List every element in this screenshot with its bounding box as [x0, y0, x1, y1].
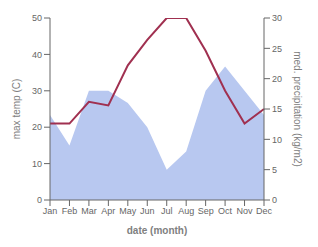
svg-text:Feb: Feb [62, 206, 78, 216]
svg-text:Oct: Oct [218, 206, 233, 216]
svg-text:Sep: Sep [198, 206, 214, 216]
svg-text:date (month): date (month) [127, 225, 188, 236]
svg-text:Jan: Jan [43, 206, 58, 216]
svg-text:Mar: Mar [81, 206, 97, 216]
svg-text:20: 20 [32, 122, 42, 132]
svg-text:30: 30 [272, 13, 282, 23]
svg-text:May: May [119, 206, 137, 216]
svg-text:15: 15 [272, 104, 282, 114]
svg-text:40: 40 [32, 50, 42, 60]
svg-text:Dec: Dec [256, 206, 273, 216]
svg-text:Aug: Aug [178, 206, 194, 216]
svg-text:10: 10 [272, 135, 282, 145]
svg-text:Apr: Apr [101, 206, 115, 216]
svg-text:5: 5 [272, 165, 277, 175]
svg-text:Jul: Jul [161, 206, 173, 216]
svg-text:Nov: Nov [237, 206, 254, 216]
svg-text:20: 20 [272, 74, 282, 84]
svg-text:0: 0 [37, 195, 42, 205]
svg-text:10: 10 [32, 159, 42, 169]
svg-text:50: 50 [32, 13, 42, 23]
svg-text:med. precipitation (kg/m2): med. precipitation (kg/m2) [292, 51, 303, 167]
svg-text:30: 30 [32, 86, 42, 96]
svg-text:25: 25 [272, 44, 282, 54]
svg-text:Jun: Jun [140, 206, 155, 216]
svg-text:0: 0 [272, 195, 277, 205]
svg-text:max temp (C): max temp (C) [11, 79, 22, 140]
